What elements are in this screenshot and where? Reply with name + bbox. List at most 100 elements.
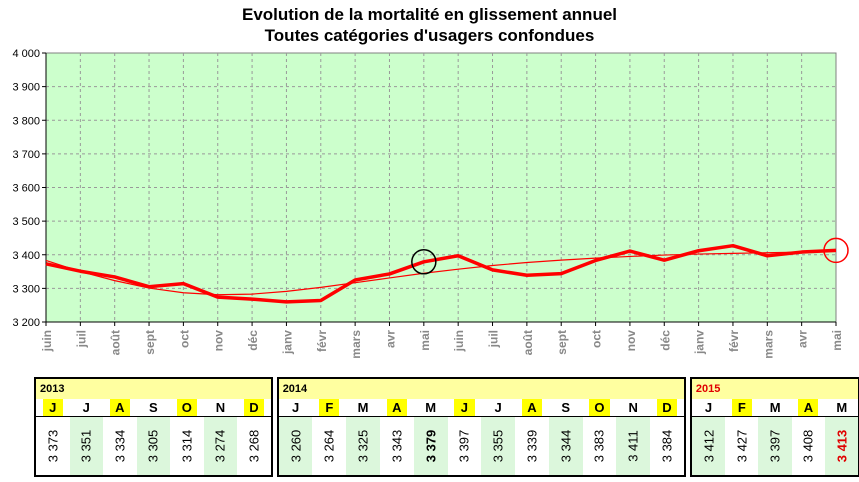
year-block-2013: 2013 J 3 373 J 3 351 A 3 334 S 3 305 O 3 314 N 3 274…: [34, 377, 273, 477]
value-cell: 3 325: [346, 416, 380, 475]
year-block-2015: 2015 J 3 412 F 3 427 M 3 397 A 3 408 M 3 413: [689, 377, 859, 477]
x-tick-label: sept: [555, 330, 569, 355]
chart-title: Evolution de la mortalité en glissement …: [0, 4, 859, 46]
month-header: J: [291, 400, 300, 415]
value-text: 3 274: [212, 429, 228, 463]
value-cell: 3 397: [758, 416, 792, 475]
x-tick-label: mars: [761, 330, 775, 359]
value-cell: 3 305: [136, 416, 171, 475]
value-cell: 3 334: [103, 416, 137, 475]
value-cell: 3 427: [725, 416, 759, 475]
month-header: D: [656, 399, 678, 416]
year-label: 2014: [278, 379, 684, 399]
value-text: 3 397: [456, 429, 472, 463]
month-header: M: [836, 400, 848, 415]
x-tick-label: mars: [349, 330, 363, 359]
value-text: 3 373: [45, 429, 61, 463]
value-cell: 3 413: [825, 416, 859, 475]
value-text: 3 384: [659, 429, 675, 463]
value-text: 3 264: [321, 429, 337, 463]
x-tick-label: mai: [418, 330, 432, 351]
x-tick-label: janv: [280, 330, 294, 355]
mortality-line: [45, 243, 837, 304]
value-text: 3 325: [355, 429, 371, 463]
value-text: 3 427: [734, 429, 750, 463]
x-tick-label: août: [109, 330, 123, 355]
highlight-circle: [411, 249, 437, 275]
value-text: 3 268: [246, 429, 262, 463]
x-tick-label: nov: [212, 330, 226, 352]
y-tick-label: 3 800: [12, 115, 40, 127]
month-header: D: [243, 399, 264, 416]
trend-line: [45, 250, 837, 296]
value-cell: 3 379: [413, 416, 448, 475]
value-text: 3 408: [800, 429, 816, 463]
value-text: 3 344: [558, 429, 574, 463]
month-header: J: [82, 400, 90, 415]
value-text: 3 343: [389, 429, 405, 463]
value-cell: 3 268: [237, 416, 271, 475]
value-cell: 3 260: [278, 416, 313, 475]
x-tick-label: sept: [143, 330, 157, 355]
x-tick-label: avr: [383, 330, 397, 348]
value-text: 3 379: [423, 429, 439, 463]
month-header: A: [798, 399, 819, 416]
month-header: N: [215, 400, 226, 415]
x-tick-label: juil: [487, 330, 501, 348]
y-tick-label: 3 900: [12, 82, 40, 94]
x-tick-label: août: [521, 330, 535, 355]
x-tick-label: oct: [177, 330, 191, 348]
y-tick-label: 3 500: [12, 216, 40, 228]
x-tick-label: févr: [727, 330, 741, 352]
value-cell: 3 274: [203, 416, 238, 475]
value-cell: 3 314: [170, 416, 204, 475]
x-tick-label: juin: [452, 330, 466, 352]
value-text: 3 397: [767, 429, 783, 463]
value-text: 3 305: [145, 429, 161, 463]
value-cell: 3 339: [515, 416, 549, 475]
x-tick-label: févr: [315, 330, 329, 352]
x-tick-label: avr: [796, 330, 810, 348]
x-tick-label: mai: [830, 330, 844, 351]
x-tick-label: janv: [693, 330, 707, 355]
y-tick-label: 3 600: [12, 183, 40, 195]
value-text: 3 334: [112, 429, 128, 463]
value-text: 3 412: [701, 429, 717, 463]
year-label: 2015: [691, 379, 859, 399]
year-label: 2013: [36, 379, 271, 399]
value-text: 3 413: [834, 429, 850, 463]
month-header: O: [176, 399, 197, 416]
x-tick-label: déc: [246, 330, 260, 351]
title-line-2: Toutes catégories d'usagers confondues: [264, 26, 595, 45]
month-header: J: [494, 400, 502, 415]
y-tick-label: 4 000: [12, 48, 40, 60]
month-header: M: [357, 400, 369, 415]
value-cell: 3 355: [481, 416, 516, 475]
year-block-2014: 2014 J 3 260 F 3 264 M 3 325 A 3 343 M 3 379 J 3 397…: [276, 377, 686, 477]
month-header: F: [731, 399, 752, 416]
value-cell: 3 397: [447, 416, 482, 475]
value-text: 3 383: [591, 429, 607, 463]
y-tick-label: 3 200: [12, 317, 40, 329]
highlight-circle: [823, 237, 849, 264]
month-header: A: [386, 399, 407, 416]
value-text: 3 314: [179, 429, 195, 463]
value-cell: 3 408: [791, 416, 826, 475]
x-tick-label: déc: [658, 330, 672, 351]
month-header: M: [769, 400, 781, 415]
month-header: J: [454, 399, 475, 416]
value-cell: 3 373: [36, 416, 70, 475]
month-header: J: [42, 399, 63, 416]
value-cell: 3 383: [582, 416, 617, 475]
x-tick-label: oct: [590, 330, 604, 348]
y-tick-label: 3 300: [12, 283, 40, 295]
x-tick-label: juin: [40, 330, 54, 352]
value-text: 3 351: [78, 429, 94, 463]
x-tick-label: nov: [624, 330, 638, 352]
plot-area: [45, 52, 837, 323]
line-chart: 3 200 3 300 3 400 3 500 3 600 3 700 3 800 3 900…: [12, 48, 849, 359]
month-header: F: [319, 399, 340, 416]
title-line-1: Evolution de la mortalité en glissement …: [241, 5, 618, 24]
month-header: A: [521, 399, 543, 416]
value-cell: 3 411: [616, 416, 651, 475]
